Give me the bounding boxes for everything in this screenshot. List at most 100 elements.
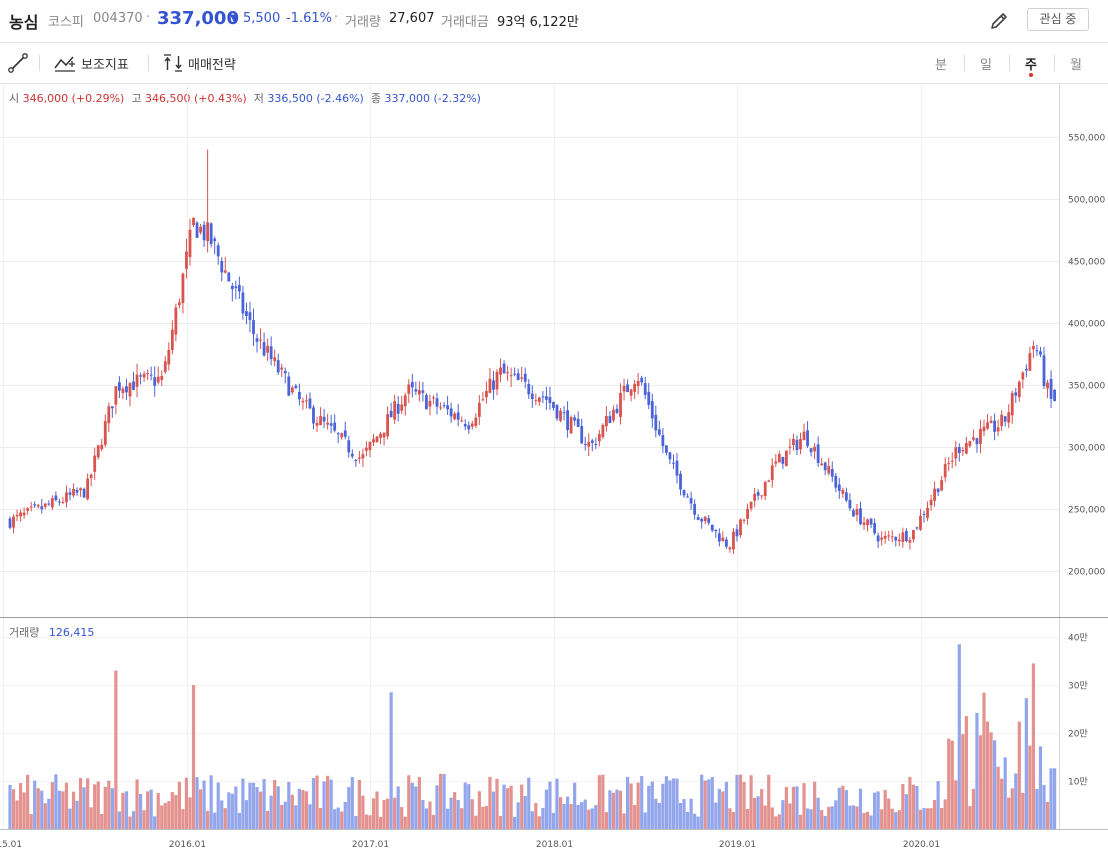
volume-bar (947, 738, 951, 829)
volume-bar (273, 779, 277, 829)
volume-bar (968, 806, 972, 829)
volume-bar (590, 808, 594, 829)
volume-bar (880, 809, 884, 829)
volume-tick-label: 20만 (1068, 729, 1088, 740)
volume-bar (760, 789, 764, 829)
candle-body (463, 424, 467, 427)
toolbar-divider (148, 55, 149, 71)
candle-body (467, 425, 471, 430)
volume-bar (121, 792, 125, 829)
period-tab-week[interactable]: 주 (1025, 58, 1037, 73)
candle-body (492, 380, 495, 390)
volume-bar (167, 801, 171, 829)
volume-bar (731, 812, 736, 829)
volume-bar (618, 790, 623, 829)
volume-bar (548, 781, 552, 829)
candle-body (241, 292, 245, 314)
candle-body (432, 397, 435, 399)
candle-body (947, 463, 951, 465)
volume-bar (717, 788, 721, 829)
volume-bar (964, 716, 968, 829)
volume-bar (767, 774, 771, 829)
volume-bar (933, 800, 937, 829)
volume-bar (407, 775, 411, 829)
volume-bar (195, 777, 199, 829)
candle-body (312, 407, 315, 424)
volume-bar (682, 799, 686, 829)
volume-bar (608, 790, 612, 829)
volume-bar (844, 790, 848, 829)
candle-body (449, 408, 453, 417)
volume-bar (685, 811, 690, 829)
candle-body (410, 381, 414, 388)
volume-bar (777, 814, 781, 829)
volume-bar (922, 807, 926, 829)
volume-bar (689, 798, 693, 829)
volume-bar (283, 801, 287, 829)
volume-bar (160, 805, 164, 829)
candle-body (509, 375, 513, 377)
volume-bar (206, 810, 210, 829)
volume-bar (364, 814, 369, 829)
volume-bar (975, 712, 979, 829)
volume-bar (258, 791, 263, 829)
candle-body (664, 445, 668, 453)
volume-bar (107, 780, 111, 829)
candle-body (788, 446, 792, 448)
candle-body (195, 222, 199, 238)
period-tab-month[interactable]: 월 (1070, 58, 1082, 73)
volume-bar (633, 805, 637, 829)
volume-bar (837, 787, 841, 829)
volume-bar (43, 803, 47, 829)
candle-body (442, 405, 446, 407)
candle-body (132, 381, 135, 390)
volume-bar (163, 803, 167, 829)
candle-body (389, 410, 393, 418)
volume-bar (378, 816, 383, 829)
candle-body (661, 435, 665, 447)
price-chart[interactable]: 200,000 250,000 300,000 350,000 400,000 450,0… (0, 84, 1108, 857)
candle-body (552, 401, 555, 408)
separator-dot: · (146, 10, 151, 25)
volume-bar (827, 806, 831, 829)
indicator-button[interactable]: 보조지표 (53, 51, 129, 75)
candle-body (319, 416, 322, 426)
candle-body (453, 413, 457, 420)
candle-body (245, 311, 248, 317)
candle-body (252, 320, 255, 335)
volume-panel-value: 126,415 (48, 626, 95, 639)
strategy-button[interactable]: 매매전략 (162, 51, 236, 75)
volume-bar (304, 791, 309, 829)
volume-bar (661, 783, 665, 829)
period-tab-minute[interactable]: 분 (935, 58, 947, 73)
volume-bar (756, 796, 760, 829)
volume-bar (647, 785, 651, 829)
current-price: 337,000 (157, 8, 239, 29)
candle-body (294, 385, 298, 388)
candle-body (72, 488, 75, 496)
watch-button[interactable]: 관심 중 (1027, 8, 1089, 31)
candle-body (774, 461, 778, 464)
volume-bar (1028, 745, 1032, 829)
pencil-icon[interactable] (988, 10, 1010, 32)
low-value: 336,500 (-2.46%) (267, 92, 364, 105)
candle-body (273, 357, 277, 362)
volume-bar (93, 784, 97, 829)
volume-bar (350, 777, 354, 829)
candle-body (139, 375, 142, 377)
volume-bar (565, 796, 570, 829)
candle-body (213, 238, 217, 242)
candle-body (470, 423, 474, 427)
candle-body (848, 499, 852, 509)
candle-body (149, 374, 153, 376)
volume-bar (971, 788, 976, 829)
candle-body (548, 397, 552, 404)
chart-toolbar: 보조지표 매매전략 분 일 주 월 (0, 43, 1108, 84)
candle-body (735, 529, 739, 537)
line-tool-button[interactable] (7, 51, 29, 75)
candle-body (485, 391, 488, 398)
period-tab-day[interactable]: 일 (980, 58, 992, 73)
candle-body (248, 312, 252, 321)
volume-bar (241, 778, 245, 829)
volume-bar (1000, 778, 1004, 829)
